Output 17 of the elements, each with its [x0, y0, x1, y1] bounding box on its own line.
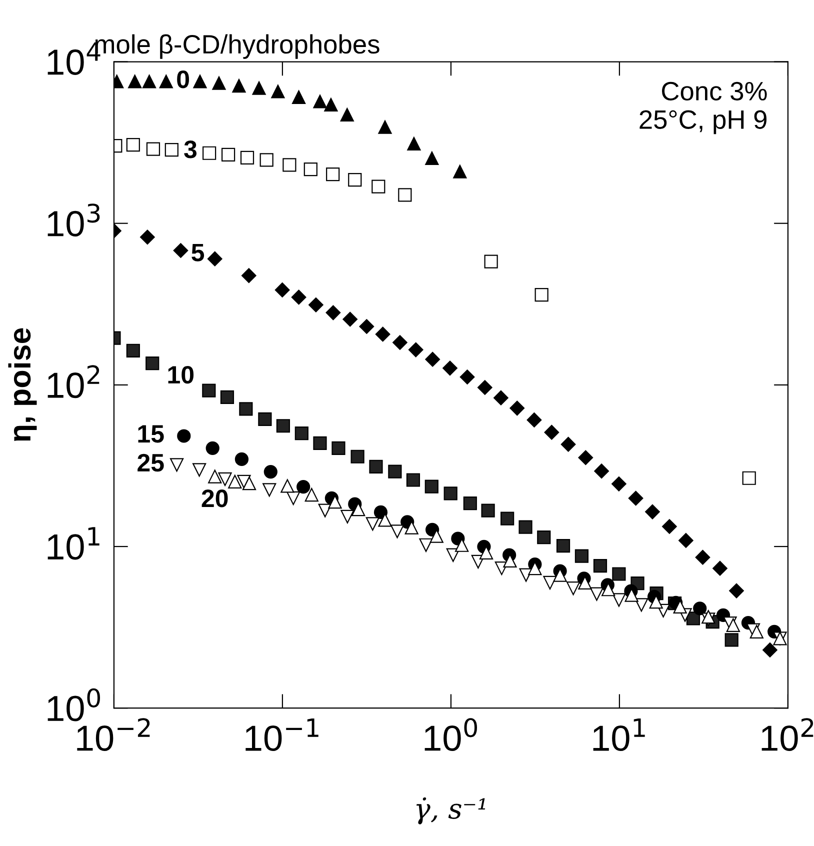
x-tick-label: 10$^{2}$ [762, 718, 814, 752]
series-label: 10 [168, 366, 194, 384]
series-label: 25 [138, 454, 164, 472]
x-tick-label: 10$^{0}$ [424, 718, 477, 752]
series-label: 15 [138, 425, 164, 443]
annotation: Conc 3% 25°C, pH 9 [640, 82, 767, 134]
y-axis-title: η, poise [8, 328, 37, 442]
series-label: 20 [202, 490, 228, 508]
series-label: 3 [184, 140, 197, 158]
x-tick-label: 10$^{−1}$ [246, 718, 318, 752]
y-tick-label: 10$^{2}$ [48, 365, 100, 398]
y-tick-label: 10$^{1}$ [48, 527, 100, 560]
x-tick-label: 10$^{1}$ [593, 718, 645, 752]
series-label: 5 [192, 244, 204, 262]
series-label: 0 [177, 70, 189, 88]
y-tick-label: 10$^{3}$ [48, 204, 100, 237]
x-axis-title: γ̇, s⁻¹ [416, 797, 486, 824]
